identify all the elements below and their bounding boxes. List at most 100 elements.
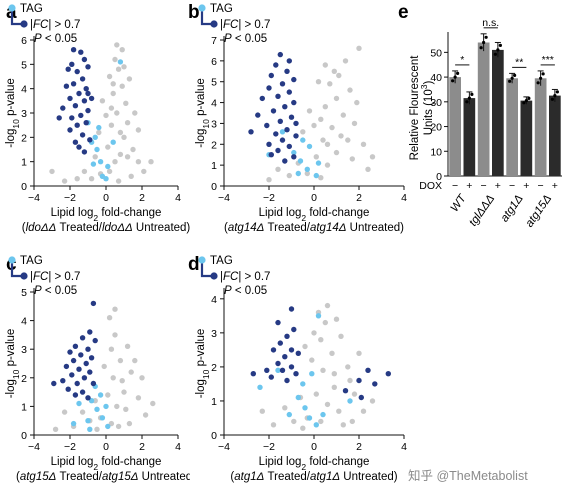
data-point-light bbox=[347, 398, 353, 404]
data-point-grey bbox=[318, 337, 324, 343]
data-point-light bbox=[110, 139, 116, 145]
data-point-grey bbox=[300, 425, 306, 431]
x-tick-label: −2 bbox=[263, 192, 275, 204]
data-point-dark bbox=[385, 371, 391, 377]
data-point-dark bbox=[365, 367, 371, 373]
x-tick-label: −4 bbox=[218, 441, 230, 453]
y-axis-label: -log10 p-value bbox=[5, 78, 21, 148]
data-point-dark bbox=[284, 377, 290, 384]
data-point-dark bbox=[279, 81, 286, 87]
data-point-grey bbox=[347, 87, 353, 93]
data-point-light bbox=[320, 411, 326, 418]
data-point-dark bbox=[275, 147, 281, 154]
replicate-dot bbox=[498, 43, 502, 48]
data-point-grey bbox=[259, 408, 265, 414]
data-point-grey bbox=[322, 104, 328, 110]
panel-label-b: b bbox=[188, 2, 200, 23]
data-point-grey bbox=[304, 170, 310, 177]
data-point-grey bbox=[150, 400, 156, 407]
legend-p-label: P < 0.05 bbox=[224, 285, 267, 297]
data-point-grey bbox=[356, 45, 362, 51]
data-point-dark bbox=[60, 105, 66, 111]
x-tick-label: 4 bbox=[401, 441, 407, 453]
data-point-dark bbox=[65, 66, 71, 72]
data-point-grey bbox=[365, 166, 371, 172]
dox-sign: + bbox=[466, 180, 472, 192]
data-point-grey bbox=[105, 144, 111, 150]
data-point-grey bbox=[115, 423, 122, 430]
data-point-light bbox=[87, 426, 93, 432]
data-point-grey bbox=[322, 319, 328, 326]
data-point-light bbox=[295, 170, 301, 177]
replicate-dot bbox=[510, 76, 514, 80]
y-tick-label: 5 bbox=[21, 287, 27, 299]
data-point-dark bbox=[63, 83, 70, 89]
data-point-grey bbox=[327, 81, 333, 87]
x-axis-sublabel: (ldoΔΔ Treated/ldoΔΔ Untreated) bbox=[22, 222, 190, 234]
y-tick-label: 4 bbox=[211, 294, 217, 306]
data-point-light bbox=[117, 59, 124, 65]
legend-p-label: P < 0.05 bbox=[34, 33, 77, 45]
y-tick-label: 3 bbox=[211, 328, 217, 340]
data-point-grey bbox=[340, 422, 346, 428]
data-point-grey bbox=[369, 154, 376, 160]
data-point-light bbox=[315, 313, 322, 319]
data-point-grey bbox=[318, 116, 324, 123]
y-axis-label: -log10 p-value bbox=[195, 78, 211, 148]
data-point-dark bbox=[67, 127, 73, 133]
data-point-grey bbox=[338, 133, 344, 139]
y-tick-label: 5 bbox=[21, 59, 27, 71]
data-point-grey bbox=[369, 398, 376, 404]
volcano-plot-b: TAG |FC| > 0.7 P < 0.05 −4 −2 0 2 4 0 1 2 3 4 5 6 7 Lipi… bbox=[195, 3, 407, 234]
data-point-dark bbox=[275, 93, 281, 100]
data-point-grey bbox=[106, 315, 113, 321]
legend-tag-label: TAG bbox=[210, 3, 233, 15]
data-point-grey bbox=[94, 426, 100, 432]
watermark: 知乎 @TheMetabolist bbox=[408, 469, 528, 483]
data-point-light bbox=[279, 129, 286, 135]
data-point-grey bbox=[320, 367, 326, 373]
bar bbox=[534, 78, 547, 176]
data-point-grey bbox=[106, 73, 113, 80]
data-point-grey bbox=[74, 176, 80, 182]
data-point-dark bbox=[268, 152, 274, 158]
dox-sign: − bbox=[509, 180, 515, 192]
data-point-dark bbox=[250, 371, 256, 377]
data-point-grey bbox=[115, 178, 122, 184]
data-point-grey bbox=[315, 79, 322, 85]
data-point-dark bbox=[286, 143, 292, 150]
replicate-dot bbox=[496, 48, 500, 52]
data-point-dark bbox=[270, 347, 277, 353]
replicate-dot bbox=[527, 96, 531, 100]
data-point-light bbox=[295, 394, 301, 401]
data-point-dark bbox=[293, 371, 299, 377]
data-point-dark bbox=[85, 64, 91, 70]
legend-tag-label: TAG bbox=[210, 255, 233, 267]
data-point-grey bbox=[340, 112, 346, 118]
group-label: tglΔΔΔ bbox=[467, 193, 497, 229]
y-tick-label: 1 bbox=[211, 160, 217, 172]
data-point-dark bbox=[277, 118, 283, 125]
data-point-grey bbox=[349, 418, 355, 425]
data-point-grey bbox=[88, 176, 95, 182]
data-point-dark bbox=[266, 141, 272, 147]
data-point-dark bbox=[69, 115, 75, 121]
data-point-grey bbox=[128, 173, 134, 179]
data-point-grey bbox=[114, 110, 120, 116]
x-tick-label: 2 bbox=[356, 192, 362, 204]
data-point-dark bbox=[358, 394, 364, 401]
replicate-dot bbox=[470, 92, 474, 96]
data-point-grey bbox=[275, 166, 281, 172]
data-point-grey bbox=[351, 391, 358, 397]
data-point-dark bbox=[85, 395, 91, 401]
data-point-dark bbox=[78, 352, 84, 358]
legend-fc-label: |FC| > 0.7 bbox=[30, 19, 80, 31]
volcano-plot-d: TAG |FC| > 0.7 P < 0.05 −4 −2 0 2 4 0 1 2 3 4 Lipid l… bbox=[195, 255, 407, 483]
data-point-dark bbox=[83, 360, 89, 367]
data-point-light bbox=[300, 137, 306, 143]
data-point-light bbox=[300, 381, 306, 387]
replicate-dot bbox=[550, 97, 554, 101]
replicate-dot bbox=[536, 81, 540, 85]
x-axis-label: Lipid log2 fold-change bbox=[259, 456, 370, 472]
data-point-dark bbox=[79, 335, 86, 341]
